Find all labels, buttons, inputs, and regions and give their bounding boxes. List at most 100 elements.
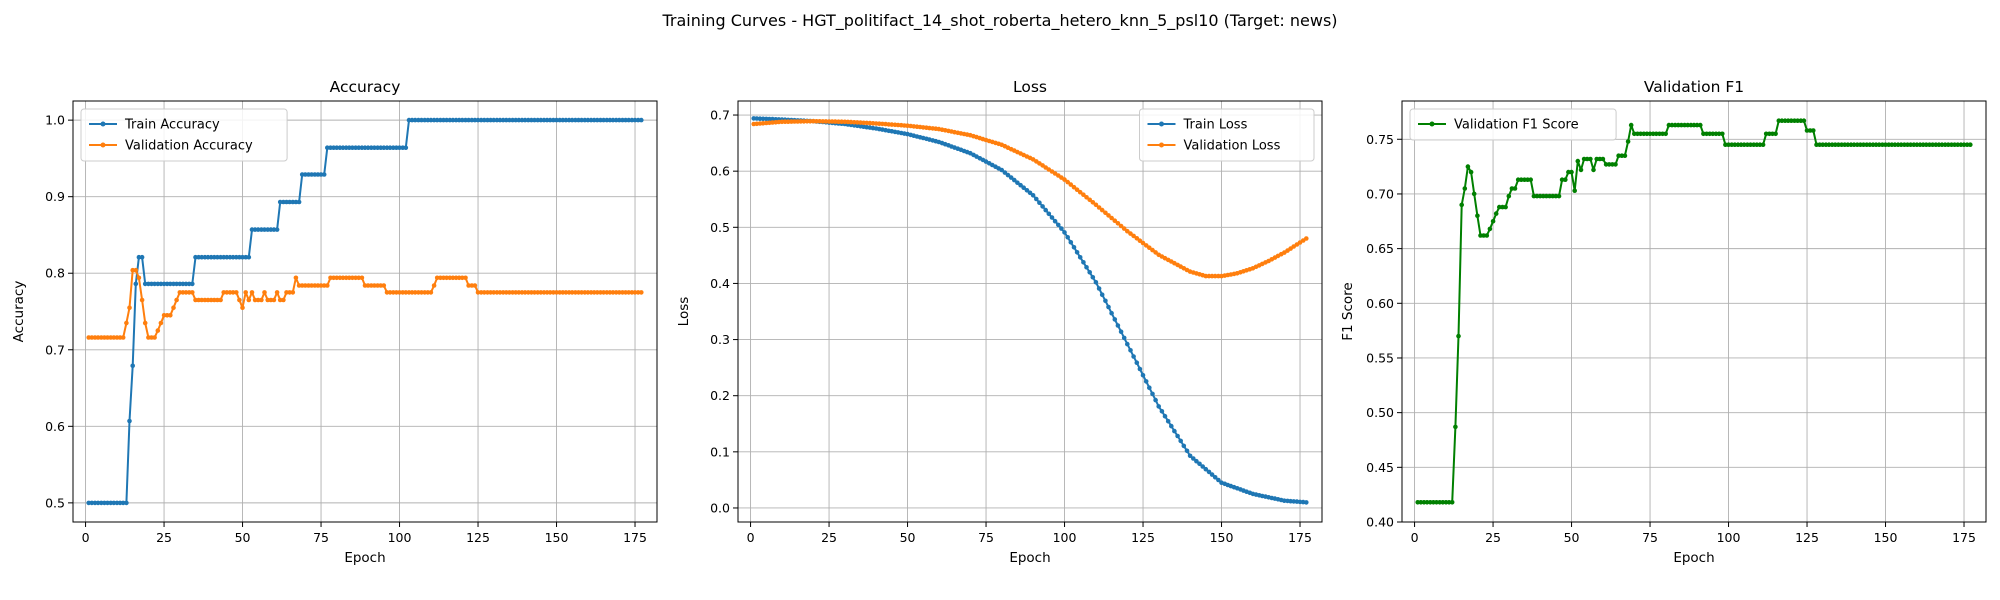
validation-accuracy-point xyxy=(475,290,481,295)
validation-accuracy-point xyxy=(431,283,437,288)
train-accuracy-point xyxy=(262,227,267,232)
chart-0-x-tick-label: 175 xyxy=(623,530,647,545)
train-loss-point xyxy=(1206,469,1212,475)
train-accuracy-point xyxy=(522,117,528,123)
validation-f1-score-point xyxy=(1638,131,1643,137)
train-accuracy-point xyxy=(199,254,204,260)
validation-loss-point xyxy=(1121,226,1127,231)
validation-accuracy-point xyxy=(246,297,252,303)
train-accuracy-point xyxy=(183,281,189,287)
train-loss-point xyxy=(1030,193,1036,198)
validation-accuracy-point xyxy=(290,290,296,295)
validation-accuracy-point xyxy=(309,283,314,288)
validation-f1-score-point xyxy=(1588,156,1593,162)
validation-loss-point xyxy=(1140,240,1146,246)
chart-1-y-tick-label: 0.3 xyxy=(710,332,730,347)
validation-f1-score-point xyxy=(1748,142,1753,147)
validation-accuracy-point xyxy=(491,290,497,295)
train-accuracy-point xyxy=(639,117,644,123)
train-loss-point xyxy=(1087,270,1092,275)
train-accuracy-point xyxy=(372,145,377,150)
validation-f1-score-point xyxy=(1898,142,1904,147)
validation-f1-score-point xyxy=(1434,500,1439,505)
validation-accuracy-point xyxy=(356,275,362,281)
train-loss-point xyxy=(1128,348,1133,353)
chart-0-legend: Train Accuracy Validation Accuracy xyxy=(80,108,288,162)
validation-f1-score-point xyxy=(1679,122,1684,128)
train-accuracy-point xyxy=(246,254,252,260)
chart-1-title: Loss xyxy=(1013,78,1047,96)
validation-accuracy-point xyxy=(428,290,434,295)
validation-f1-score-point xyxy=(1701,131,1706,137)
validation-loss-point xyxy=(1304,236,1309,241)
validation-loss-point xyxy=(792,119,797,124)
chart-2-x-tick-label: 0 xyxy=(1411,530,1419,545)
validation-loss-point xyxy=(1112,218,1118,223)
validation-f1-score-point xyxy=(1487,226,1493,232)
validation-f1-score-point xyxy=(1503,204,1508,210)
train-loss-point xyxy=(1112,317,1118,322)
chart-2-x-tick-label: 175 xyxy=(1952,530,1976,545)
chart-0-y-axis-label: Accuracy xyxy=(11,281,27,343)
chart-0-y-tick-label: 0.8 xyxy=(45,266,65,281)
validation-f1-score-point xyxy=(1647,131,1653,137)
train-loss-point xyxy=(1137,366,1143,372)
validation-accuracy-point xyxy=(249,290,255,295)
validation-f1-score-point xyxy=(1939,142,1945,147)
chart-2-y-tick-label: 0.65 xyxy=(1366,241,1394,256)
validation-f1-score-point xyxy=(1763,131,1769,137)
train-accuracy-point xyxy=(365,145,371,150)
validation-f1-score-point xyxy=(1456,333,1461,339)
chart-2-y-tick-label: 0.50 xyxy=(1366,405,1394,420)
validation-f1-score-point xyxy=(1481,233,1486,238)
train-accuracy-point xyxy=(507,117,512,123)
train-accuracy-point xyxy=(120,500,126,506)
chart-0-title: Accuracy xyxy=(330,78,401,96)
train-accuracy-point xyxy=(497,117,503,123)
train-loss-point xyxy=(1187,453,1193,459)
train-accuracy-point xyxy=(516,117,522,123)
accuracy-panel: Accuracy 0 25 50 75 100 125 150 175 0.5 0.6 0.7 0.8 0… xyxy=(11,78,658,566)
validation-f1-score-point xyxy=(1930,142,1935,147)
train-loss-point xyxy=(1093,280,1099,285)
validation-loss-point xyxy=(1099,207,1105,213)
validation-accuracy-point xyxy=(168,313,173,318)
chart-1-y-tick-label: 0.2 xyxy=(710,388,730,403)
validation-f1-score-point xyxy=(1757,142,1763,147)
loss-panel: Loss 0 25 50 75 100 125 150 175 0.0 0.1 0.2 0.3 0.4 0.… xyxy=(676,78,1323,566)
chart-0-y-tick-label: 0.7 xyxy=(45,342,65,357)
train-accuracy-point xyxy=(139,254,145,260)
train-accuracy-point xyxy=(444,117,449,123)
train-loss-point xyxy=(1156,404,1161,409)
train-accuracy-point xyxy=(158,281,164,287)
train-loss-legend-marker xyxy=(1159,121,1164,127)
validation-f1-score-point xyxy=(1867,142,1873,147)
train-loss-point xyxy=(1040,204,1045,209)
train-loss-point xyxy=(1184,448,1190,454)
validation-f1-score-point xyxy=(1773,131,1778,137)
chart-1-y-tick-label: 0.1 xyxy=(710,444,730,459)
validation-f1-score-point xyxy=(1544,193,1549,199)
train-loss-point xyxy=(1169,423,1174,429)
validation-loss-point xyxy=(1125,228,1130,234)
chart-1-x-tick-label: 50 xyxy=(900,530,916,545)
train-loss-point xyxy=(1197,461,1202,467)
validation-f1-score-point xyxy=(1575,158,1581,164)
validation-loss-point xyxy=(833,119,838,124)
validation-f1-score-point xyxy=(1914,142,1920,147)
train-accuracy-point xyxy=(215,254,220,260)
validation-accuracy-point xyxy=(318,283,324,288)
validation-f1-score-point xyxy=(1811,128,1816,133)
validation-f1-score-point xyxy=(1600,156,1606,162)
validation-f1-score-point xyxy=(1606,162,1612,167)
validation-accuracy-point xyxy=(183,290,189,295)
validation-f1-score-point xyxy=(1591,167,1596,173)
train-accuracy-point xyxy=(532,117,537,123)
validation-loss-point xyxy=(1109,215,1114,221)
chart-2-y-tick-label: 0.60 xyxy=(1366,296,1394,311)
train-loss-point xyxy=(1037,200,1042,205)
validation-f1-score-point xyxy=(1528,177,1533,182)
train-loss-point xyxy=(1140,372,1146,378)
validation-f1-score-point xyxy=(1440,500,1446,505)
validation-loss-point xyxy=(1071,184,1077,190)
